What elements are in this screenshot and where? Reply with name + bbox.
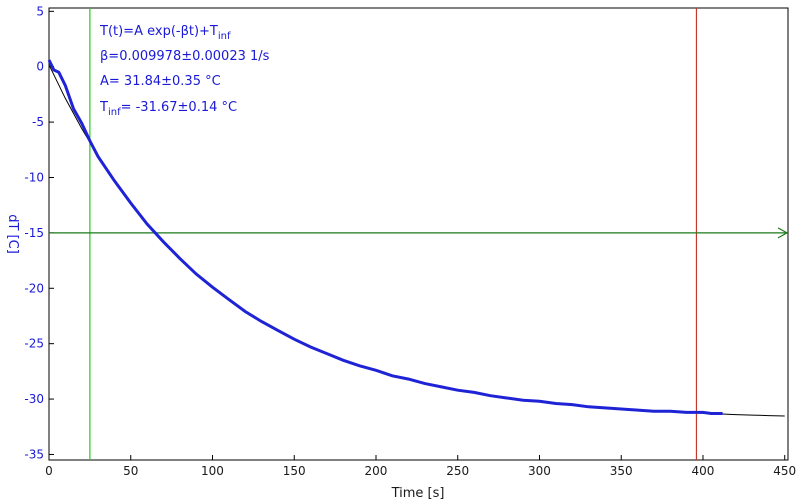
x-tick-label: 0 [45, 464, 53, 478]
cursor-arrow-icon[interactable] [777, 227, 789, 239]
y-tick-label: -10 [24, 171, 44, 185]
y-tick-label: 5 [36, 4, 44, 18]
x-tick-label: 200 [365, 464, 388, 478]
x-tick-label: 100 [201, 464, 224, 478]
x-tick-label: 350 [610, 464, 633, 478]
y-tick-label: 0 [36, 60, 44, 74]
tick-labels: 50-5-10-15-20-25-30-350 50 100 150 200 250 300… [24, 4, 796, 478]
axis-ticks [48, 10, 786, 460]
x-tick-label: 300 [528, 464, 551, 478]
y-tick-label: -25 [24, 337, 44, 351]
y-tick-label: -5 [32, 115, 44, 129]
measured-data-line [47, 59, 723, 415]
x-tick-label: 50 [123, 464, 138, 478]
annotation-beta: β=0.009978±0.00023 1/s [100, 49, 270, 64]
y-tick-label: -20 [24, 281, 44, 295]
y-tick-label: -30 [24, 392, 44, 406]
x-tick-label: 250 [446, 464, 469, 478]
y-tick-label: -35 [24, 447, 44, 461]
fit-annotation: T(t)=A exp(-βt)+Tinf β=0.009978±0.00023 … [99, 24, 270, 118]
plot-frame [48, 7, 789, 461]
y-tick-label: -15 [24, 226, 44, 240]
annotation-tinf: Tinf= -31.67±0.14 °C [99, 100, 237, 118]
annotation-amplitude: A= 31.84±0.35 °C [100, 74, 221, 89]
annotation-formula: T(t)=A exp(-βt)+Tinf [99, 24, 231, 42]
y-axis-label: dT [C] [5, 214, 20, 254]
x-tick-label: 450 [773, 464, 796, 478]
x-tick-label: 150 [283, 464, 306, 478]
x-tick-label: 400 [692, 464, 715, 478]
fit-curve-line [48, 64, 785, 417]
x-axis-label: Time [s] [391, 486, 445, 501]
